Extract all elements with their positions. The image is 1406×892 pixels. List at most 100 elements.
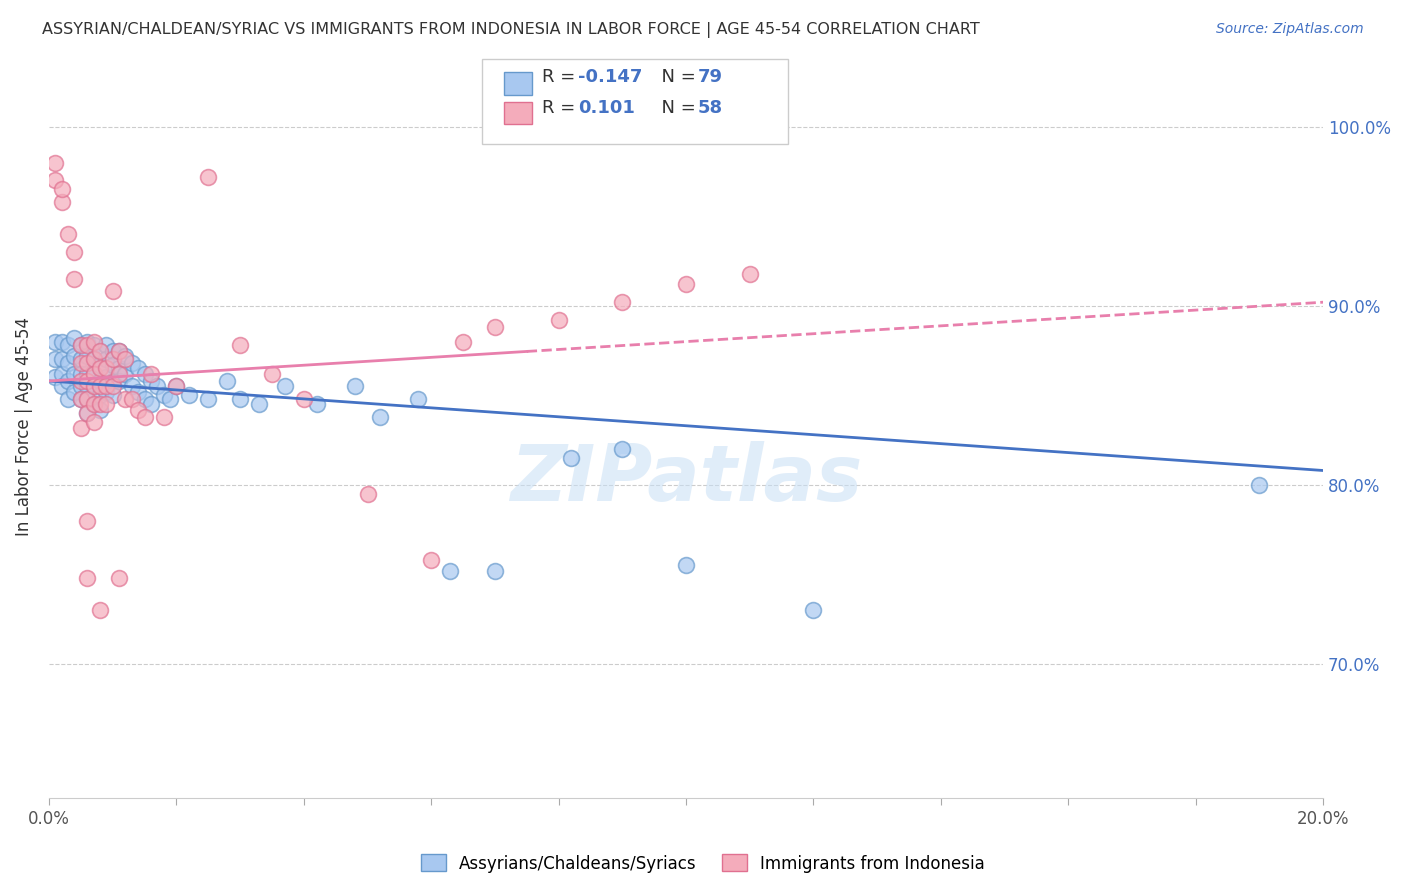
Point	[69, 356, 91, 370]
Point	[76, 356, 98, 370]
Point	[83, 352, 105, 367]
Legend: Assyrians/Chaldeans/Syriacs, Immigrants from Indonesia: Assyrians/Chaldeans/Syriacs, Immigrants …	[415, 847, 991, 880]
Point	[127, 384, 149, 399]
Point	[96, 397, 118, 411]
FancyBboxPatch shape	[503, 72, 531, 95]
Point	[69, 338, 91, 352]
Point	[101, 374, 124, 388]
Point	[63, 331, 86, 345]
Point	[44, 173, 66, 187]
Point	[89, 374, 111, 388]
Point	[114, 352, 136, 367]
Point	[69, 352, 91, 367]
Point	[96, 361, 118, 376]
Point	[56, 374, 79, 388]
Point	[76, 571, 98, 585]
FancyBboxPatch shape	[503, 102, 531, 124]
Point	[179, 388, 201, 402]
Point	[44, 334, 66, 349]
Point	[83, 338, 105, 352]
Point	[96, 379, 118, 393]
Point	[612, 295, 634, 310]
Point	[139, 374, 162, 388]
Point	[56, 392, 79, 406]
Point	[101, 343, 124, 358]
Point	[121, 379, 143, 393]
Point	[76, 379, 98, 393]
Point	[152, 409, 174, 424]
Point	[89, 343, 111, 358]
Point	[260, 367, 283, 381]
Point	[63, 272, 86, 286]
Point	[76, 367, 98, 381]
Point	[89, 402, 111, 417]
Point	[451, 334, 474, 349]
Point	[69, 392, 91, 406]
Point	[134, 392, 156, 406]
Text: -0.147: -0.147	[578, 68, 643, 86]
Point	[159, 392, 181, 406]
Text: 58: 58	[697, 99, 723, 117]
Point	[69, 374, 91, 388]
Point	[89, 379, 111, 393]
Point	[134, 367, 156, 381]
Point	[305, 397, 328, 411]
Point	[76, 392, 98, 406]
Point	[121, 392, 143, 406]
Point	[76, 406, 98, 420]
Point	[44, 352, 66, 367]
Point	[101, 388, 124, 402]
Point	[217, 374, 239, 388]
Point	[83, 397, 105, 411]
Text: R =: R =	[543, 68, 581, 86]
Point	[83, 379, 105, 393]
Point	[484, 320, 506, 334]
Point	[89, 397, 111, 411]
Point	[51, 334, 73, 349]
Point	[152, 388, 174, 402]
Point	[108, 361, 131, 376]
Point	[63, 349, 86, 363]
Point	[197, 169, 219, 184]
Point	[127, 402, 149, 417]
Text: 0.101: 0.101	[578, 99, 634, 117]
Point	[139, 367, 162, 381]
Point	[134, 409, 156, 424]
Point	[63, 245, 86, 260]
Point	[69, 367, 91, 381]
Point	[83, 367, 105, 381]
Point	[108, 367, 131, 381]
Point	[51, 367, 73, 381]
Point	[165, 379, 187, 393]
Point	[76, 334, 98, 349]
Point	[96, 370, 118, 384]
Point	[229, 392, 252, 406]
Point	[44, 370, 66, 384]
Point	[89, 343, 111, 358]
Point	[612, 442, 634, 456]
Point	[560, 450, 582, 465]
Point	[76, 374, 98, 388]
Point	[121, 356, 143, 370]
Point	[343, 379, 366, 393]
Point	[108, 571, 131, 585]
Point	[76, 514, 98, 528]
Point	[44, 155, 66, 169]
Point	[675, 277, 697, 292]
Point	[96, 352, 118, 367]
Point	[89, 358, 111, 372]
Point	[108, 343, 131, 358]
Point	[127, 361, 149, 376]
Point	[675, 558, 697, 573]
Point	[83, 334, 105, 349]
Point	[368, 409, 391, 424]
Point	[738, 267, 761, 281]
Point	[108, 343, 131, 358]
Point	[83, 379, 105, 393]
Point	[101, 379, 124, 393]
FancyBboxPatch shape	[482, 59, 787, 145]
Point	[51, 194, 73, 209]
Point	[108, 374, 131, 388]
Point	[83, 397, 105, 411]
Point	[229, 338, 252, 352]
